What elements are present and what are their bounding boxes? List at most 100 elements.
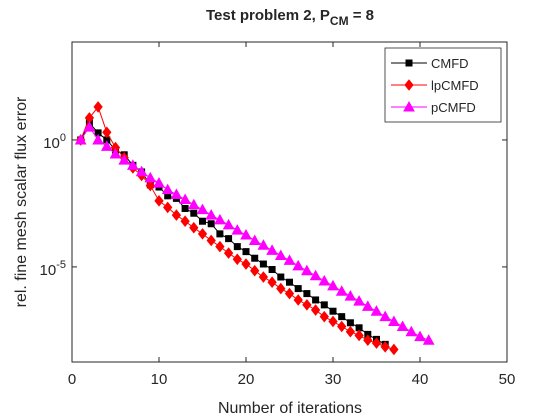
marker [196,203,209,215]
marker [127,159,139,170]
marker [241,258,251,270]
marker [320,301,328,309]
x-axis-label: Number of iterations [218,400,362,417]
marker [135,165,148,177]
marker [283,254,296,265]
marker [294,285,302,293]
x-tick-label: 40 [412,371,429,388]
marker [293,294,303,306]
marker [353,295,365,306]
legend-marker [403,100,415,112]
marker [379,310,392,322]
marker [74,133,87,145]
y-axis-label: rel. fine mesh scalar flux error [13,96,30,307]
marker [286,278,293,286]
title-text: Test problem 2, P [206,7,330,24]
marker [118,154,131,165]
marker [414,330,426,342]
marker [223,247,234,259]
legend-marker [405,59,413,67]
marker [354,329,364,342]
marker [190,209,198,217]
legend-label: pCMFD [431,100,476,115]
marker [189,221,199,234]
marker [338,313,346,321]
x-tick-label: 20 [238,371,255,388]
marker [380,341,390,353]
title-text: = 8 [349,7,374,24]
marker [422,334,435,345]
marker [257,239,270,250]
marker [301,264,313,276]
marker [232,253,242,266]
marker [274,249,287,261]
y-tick-label: 100 [43,132,66,152]
marker [179,193,191,205]
legend-label: lpCMFD [431,78,479,93]
chart-title: Test problem 2, PCM = 8 [206,7,374,28]
marker [370,305,383,316]
plot-area [71,41,508,363]
marker [83,121,96,132]
marker [328,315,338,328]
marker [240,229,252,240]
marker [214,213,226,225]
marker [276,282,286,295]
marker [154,195,164,207]
marker [251,254,259,262]
marker [100,140,113,151]
marker [345,325,356,338]
marker [180,215,190,228]
marker [310,304,321,316]
tick-base: 10 [43,135,60,152]
marker [231,224,244,235]
marker [93,101,103,113]
marker [268,266,276,274]
legend-marker [404,79,414,91]
marker [361,300,374,311]
legend-label: CMFD [431,56,469,71]
title-subscript: CM [330,14,349,28]
tick-base: 10 [40,262,57,279]
marker [171,209,182,221]
marker [187,198,200,210]
marker [389,343,399,356]
marker [205,209,218,220]
legend: CMFD lpCMFD pCMFD [384,47,502,123]
x-tick-label: 50 [499,371,516,388]
marker [153,177,165,188]
marker [337,320,347,333]
x-tick-label: 10 [151,371,168,388]
marker [233,243,241,251]
marker [207,220,215,228]
marker [170,188,183,200]
y-tick-label: 10-5 [40,259,66,279]
marker [303,290,311,298]
tick-exponent: 0 [60,132,66,144]
tick-exponent: -5 [56,259,66,271]
marker [319,310,329,323]
marker [109,147,122,159]
x-tick-label: 0 [68,371,76,388]
marker [248,234,261,245]
marker [327,279,339,291]
marker [363,334,373,346]
marker [225,235,233,243]
marker [216,230,224,238]
marker [259,260,267,268]
marker [161,183,174,195]
marker [292,259,305,271]
marker [396,320,409,332]
marker [102,126,112,139]
marker [309,269,322,281]
marker [92,133,104,145]
marker [242,248,250,256]
marker [197,228,208,240]
x-tick-label: 30 [325,371,342,388]
marker [277,273,285,281]
marker [215,240,225,253]
marker [163,201,173,214]
marker [145,179,155,192]
marker [335,285,348,296]
